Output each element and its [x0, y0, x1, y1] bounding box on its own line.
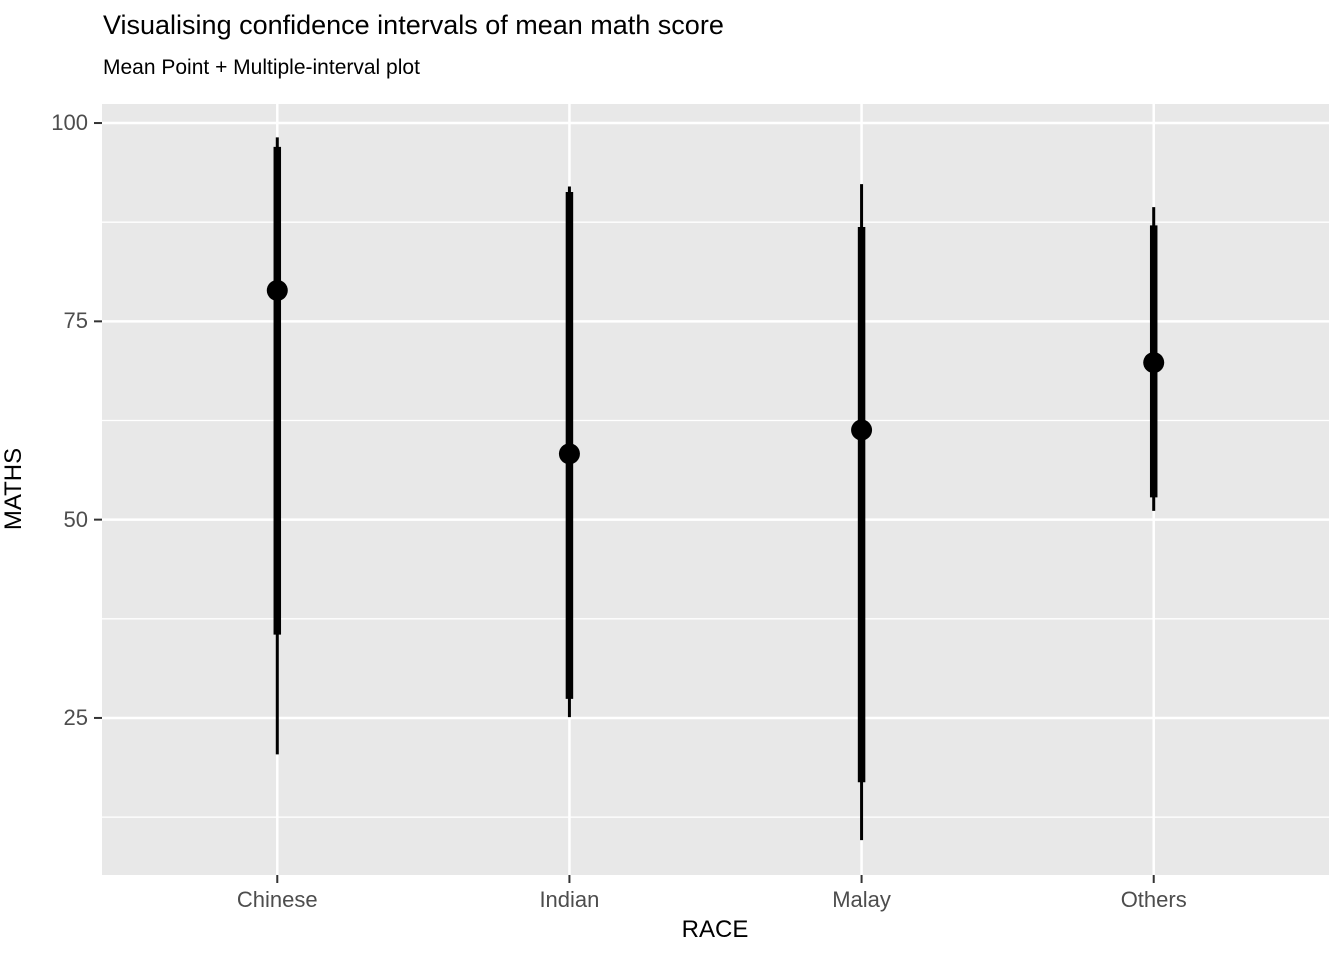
y-tick-label: 25 [63, 704, 88, 730]
chart-subtitle: Mean Point + Multiple-interval plot [103, 56, 420, 79]
chart-title: Visualising confidence intervals of mean… [103, 10, 724, 40]
mean-point [266, 279, 288, 301]
y-tick-label: 100 [51, 110, 88, 136]
mean-point [851, 419, 873, 441]
x-tick-label: Indian [539, 887, 600, 912]
x-axis-title: RACE [681, 916, 749, 943]
x-tick-label: Malay [832, 887, 891, 912]
y-tick-label: 50 [63, 506, 88, 532]
mean-point [1143, 352, 1165, 374]
y-tick-label: 75 [63, 308, 88, 334]
panel-background [102, 104, 1329, 875]
x-tick-label: Chinese [236, 887, 318, 912]
x-tick-label: Others [1120, 887, 1187, 912]
mean-point [558, 443, 580, 465]
